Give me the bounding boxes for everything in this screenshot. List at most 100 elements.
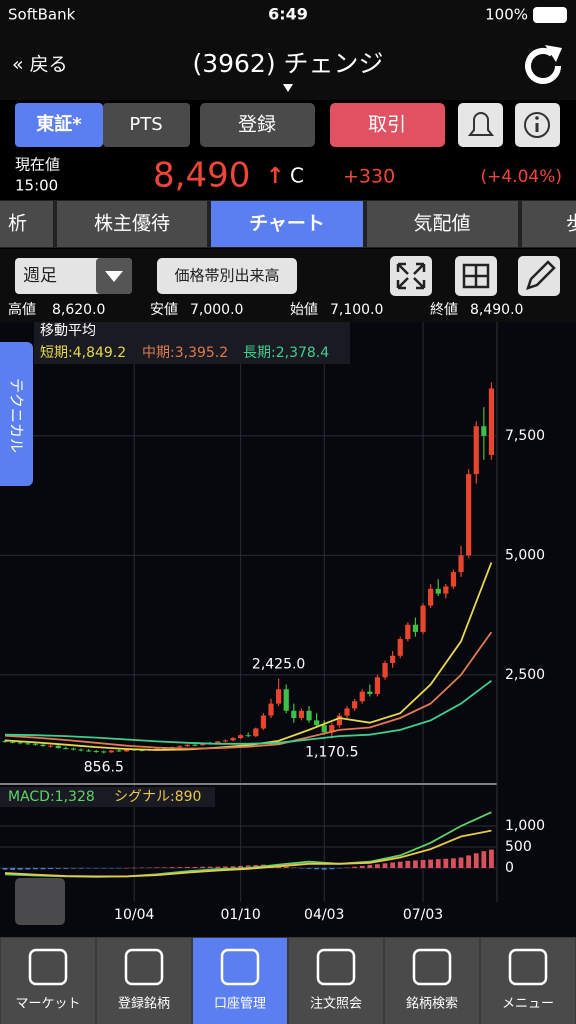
tab[interactable] <box>0 201 53 247</box>
page-title: (3962) チェンジ <box>192 49 383 78</box>
histogram-bar <box>215 866 221 868</box>
bottom-nav-items: マーケット 登録銘柄 口座管理 注文照会 銘柄検索 メニュー <box>1 938 575 1024</box>
tab-label: 株主優待 <box>94 213 170 235</box>
register-button[interactable] <box>200 103 315 147</box>
nav-label: 銘柄検索 <box>406 997 458 1012</box>
legend-entry: 短期:4,849.2 <box>40 345 126 361</box>
price-arrow: ↑ <box>266 164 284 189</box>
tab-label: 歩 <box>566 213 576 235</box>
histogram-bar <box>124 867 130 869</box>
overlay-button[interactable] <box>15 878 65 925</box>
candle-body <box>154 748 160 750</box>
histogram-bar <box>481 851 487 868</box>
bell-icon <box>467 112 495 136</box>
tab[interactable] <box>57 201 207 247</box>
plot: 2,500 5,000 7,500 2,425.0 856.5 1,170.5 0 500 1,… <box>0 322 545 923</box>
line-series <box>4 829 492 878</box>
nav-item[interactable] <box>289 938 383 1024</box>
histogram-bar <box>162 867 168 868</box>
tab[interactable] <box>367 201 518 247</box>
summary-label: 終値 <box>430 302 458 318</box>
legend-entry: MACD:1,328 <box>8 789 95 805</box>
candle-body <box>268 703 274 716</box>
histogram-bar <box>230 866 236 868</box>
histogram-bar <box>413 860 418 868</box>
candle-body <box>116 750 122 752</box>
period-label: 週足 <box>23 266 57 286</box>
candle-body <box>390 655 396 663</box>
histogram-bar <box>458 857 464 868</box>
button-label: 取引 <box>368 114 406 136</box>
x-tick-label: 04/03 <box>304 907 344 923</box>
volume-profile-button[interactable] <box>157 258 297 294</box>
nav-item-active[interactable] <box>193 938 287 1024</box>
candle-body <box>435 588 441 594</box>
y-tick-label: 500 <box>505 839 532 855</box>
expand-button[interactable] <box>390 256 432 296</box>
market-button[interactable] <box>15 103 103 147</box>
nav-item[interactable] <box>385 938 479 1024</box>
x-tick-label: 01/10 <box>220 907 260 923</box>
candle-body <box>314 720 320 726</box>
tab-active[interactable] <box>211 201 363 247</box>
candle-body <box>352 701 358 709</box>
nav-label: 口座管理 <box>214 997 266 1012</box>
candle-body <box>70 748 77 750</box>
histogram-bar <box>367 865 373 868</box>
histogram-bar <box>63 867 69 869</box>
candle-body <box>177 746 183 748</box>
draw-button[interactable] <box>518 256 560 296</box>
refresh-button[interactable] <box>525 45 562 84</box>
annotation: 856.5 <box>84 760 124 776</box>
candle-body <box>32 743 39 745</box>
candle-body <box>124 749 130 752</box>
x-tick-label: 10/04 <box>114 907 154 923</box>
candle-body <box>473 426 479 475</box>
nav-item[interactable] <box>97 938 191 1024</box>
nav-item[interactable] <box>481 938 575 1024</box>
trade-button[interactable] <box>330 103 445 147</box>
carrier: SoftBank <box>8 6 76 24</box>
tab-label: チャート <box>249 213 325 235</box>
candle-body <box>405 624 411 640</box>
volume-profile-label: 価格帯別出来高 <box>174 267 279 285</box>
clock: 6:49 <box>268 5 308 24</box>
candle-body <box>55 745 61 749</box>
info-icon-dot <box>535 116 539 120</box>
legend-title: 移動平均 <box>40 323 96 339</box>
candle-body <box>283 689 289 711</box>
candle-body <box>291 710 297 718</box>
candle-body <box>260 715 267 729</box>
button-label: PTS <box>129 114 162 135</box>
histogram-bar <box>382 863 388 868</box>
histogram-bar <box>192 866 198 868</box>
candle-body <box>93 750 99 752</box>
histogram-bar <box>207 866 213 868</box>
expand-icon <box>396 262 426 290</box>
technical-tab[interactable] <box>0 342 33 486</box>
candle-body <box>298 710 305 718</box>
back-button[interactable]: « 戻る <box>12 54 68 76</box>
histogram-bar <box>337 867 342 869</box>
histogram-bar <box>314 867 320 870</box>
histogram-bar <box>489 849 494 868</box>
candle-body <box>86 750 92 752</box>
candle-body <box>450 572 457 587</box>
y-tick-label: 5,000 <box>505 547 545 563</box>
refresh-arc <box>525 48 561 84</box>
histogram-bar <box>25 867 31 870</box>
pts-button[interactable] <box>103 103 190 147</box>
nav-item[interactable] <box>1 938 95 1024</box>
summary-value: 8,490.0 <box>470 302 523 318</box>
bell-button[interactable] <box>458 103 503 147</box>
candle-body <box>397 639 403 656</box>
histogram-bar <box>238 865 244 868</box>
candle-body <box>40 744 46 747</box>
candle-body <box>2 740 8 742</box>
nav-icon <box>508 948 548 986</box>
chart-bg <box>0 322 576 937</box>
tab[interactable] <box>522 201 576 247</box>
candle-body <box>443 586 449 594</box>
histogram-bar <box>405 860 411 868</box>
